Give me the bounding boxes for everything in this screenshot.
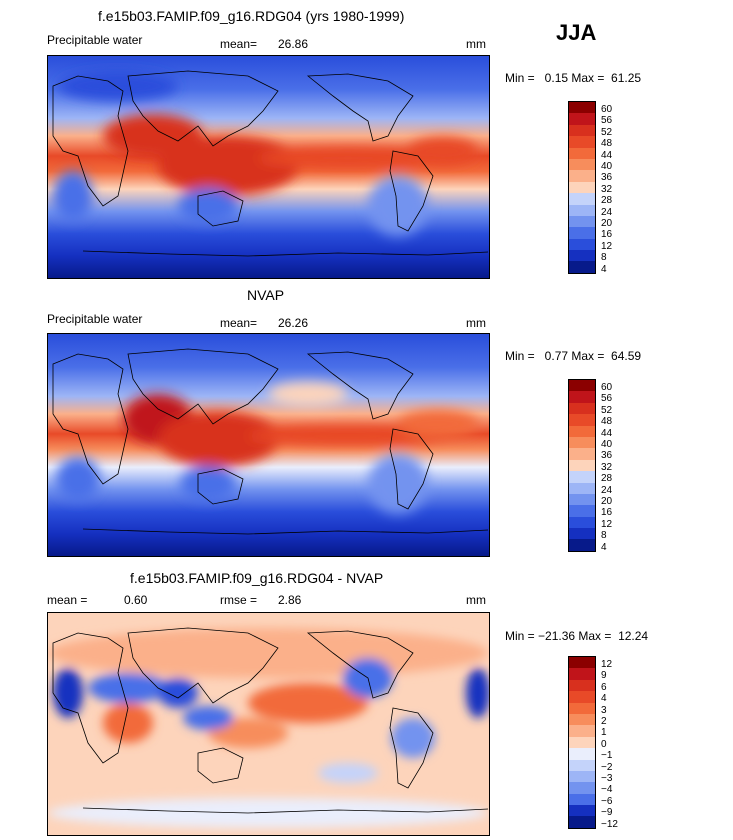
panel3-cbar-label: 12 bbox=[601, 659, 613, 670]
panel1-cbar-label: 8 bbox=[601, 252, 607, 263]
panel1-cbar-label: 24 bbox=[601, 207, 613, 218]
panel3-cbar-label: −12 bbox=[601, 819, 618, 830]
panel2-mean-value: 26.26 bbox=[278, 316, 309, 330]
panel2-map bbox=[47, 333, 490, 557]
panel3-cbar-label: −6 bbox=[601, 796, 613, 807]
panel3-cbar-label: 0 bbox=[601, 739, 607, 750]
panel2-cbar-label: 36 bbox=[601, 450, 613, 461]
panel1-cbar-label: 52 bbox=[601, 127, 613, 138]
panel3-title: f.e15b03.FAMIP.f09_g16.RDG04 - NVAP bbox=[130, 570, 384, 586]
panel1-title: f.e15b03.FAMIP.f09_g16.RDG04 (yrs 1980-1… bbox=[98, 8, 405, 24]
panel2-cbar-label: 8 bbox=[601, 530, 607, 541]
panel1-cbar-label: 28 bbox=[601, 195, 613, 206]
panel1-map bbox=[47, 55, 490, 279]
panel3-colorbar bbox=[568, 656, 596, 829]
panel1-mean-label: mean= bbox=[220, 37, 258, 51]
panel3-cbar-label: −1 bbox=[601, 750, 613, 761]
panel2-variable-label: Precipitable water bbox=[47, 312, 143, 326]
panel3-cbar-label: −2 bbox=[601, 762, 613, 773]
panel1-variable-label: Precipitable water bbox=[47, 33, 143, 47]
panel2-cbar-label: 32 bbox=[601, 462, 613, 473]
panel1-mean-value: 26.86 bbox=[278, 37, 309, 51]
panel3-rmse-value: 2.86 bbox=[278, 593, 302, 607]
panel2-cbar-label: 56 bbox=[601, 393, 613, 404]
panel3-cbar-label: −4 bbox=[601, 784, 613, 795]
panel2-cbar-label: 44 bbox=[601, 428, 613, 439]
panel3-map bbox=[47, 612, 490, 836]
panel2-cbar-label: 52 bbox=[601, 405, 613, 416]
panel1-minmax: Min = 0.15 Max = 61.25 bbox=[505, 71, 642, 85]
panel2-units: mm bbox=[466, 316, 486, 330]
panel3-minmax: Min = −21.36 Max = 12.24 bbox=[505, 629, 649, 643]
panel1-cbar-label: 40 bbox=[601, 161, 613, 172]
panel1-cbar-label: 44 bbox=[601, 150, 613, 161]
panel2-cbar-label: 48 bbox=[601, 416, 613, 427]
panel3-cbar-label: 1 bbox=[601, 727, 607, 738]
panel1-units: mm bbox=[466, 37, 486, 51]
panel2-colorbar bbox=[568, 379, 596, 552]
panel2-cbar-label: 28 bbox=[601, 473, 613, 484]
panel2-mean-label: mean= bbox=[220, 316, 258, 330]
panel1-cbar-label: 4 bbox=[601, 264, 607, 275]
panel2-title: NVAP bbox=[247, 287, 285, 303]
panel1-cbar-label: 32 bbox=[601, 184, 613, 195]
panel2-minmax: Min = 0.77 Max = 64.59 bbox=[505, 349, 642, 363]
panel3-cbar-label: 6 bbox=[601, 682, 607, 693]
panel1-cbar-label: 20 bbox=[601, 218, 613, 229]
panel3-rmse-label: rmse = bbox=[220, 593, 258, 607]
panel2-cbar-label: 40 bbox=[601, 439, 613, 450]
panel2-cbar-label: 4 bbox=[601, 542, 607, 553]
panel3-cbar-label: −9 bbox=[601, 807, 613, 818]
panel1-cbar-label: 56 bbox=[601, 115, 613, 126]
panel2-cbar-label: 24 bbox=[601, 485, 613, 496]
panel3-units: mm bbox=[466, 593, 486, 607]
panel3-cbar-label: 3 bbox=[601, 705, 607, 716]
panel1-cbar-label: 60 bbox=[601, 104, 613, 115]
panel2-cbar-label: 12 bbox=[601, 519, 613, 530]
season-label: JJA bbox=[556, 20, 597, 45]
panel2-cbar-label: 16 bbox=[601, 507, 613, 518]
panel3-cbar-label: −3 bbox=[601, 773, 613, 784]
panel1-cbar-label: 48 bbox=[601, 138, 613, 149]
panel3-cbar-label: 2 bbox=[601, 716, 607, 727]
panel3-mean-label: mean = bbox=[47, 593, 88, 607]
panel3-mean-value: 0.60 bbox=[124, 593, 148, 607]
panel3-cbar-label: 4 bbox=[601, 693, 607, 704]
panel1-cbar-label: 12 bbox=[601, 241, 613, 252]
panel1-cbar-label: 36 bbox=[601, 172, 613, 183]
panel1-colorbar bbox=[568, 101, 596, 274]
panel1-cbar-label: 16 bbox=[601, 229, 613, 240]
panel2-cbar-label: 60 bbox=[601, 382, 613, 393]
panel2-cbar-label: 20 bbox=[601, 496, 613, 507]
panel3-cbar-label: 9 bbox=[601, 670, 607, 681]
